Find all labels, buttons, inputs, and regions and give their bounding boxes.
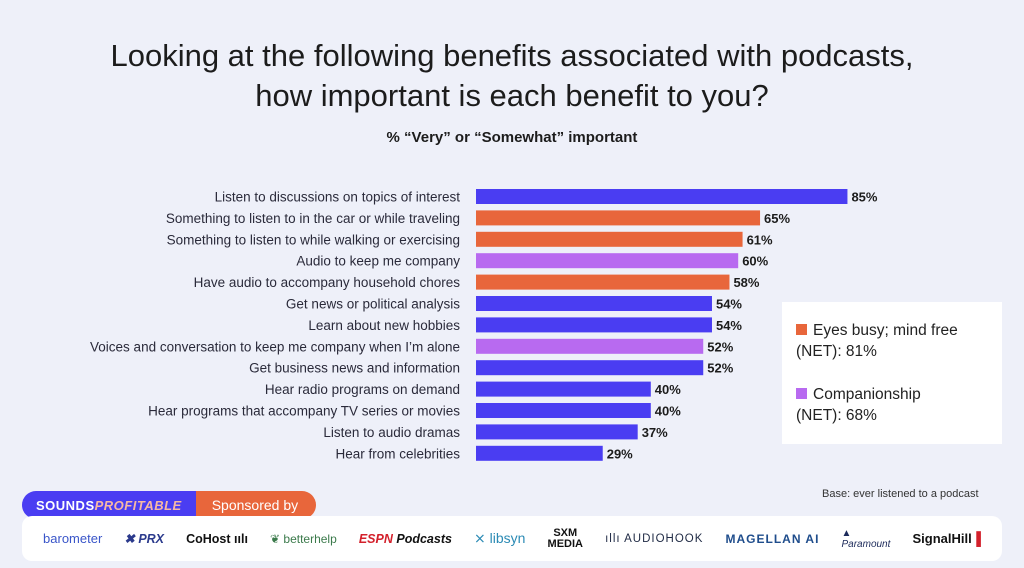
value-label: 52% — [707, 339, 733, 354]
sponsor-podcasts-text: Podcasts — [396, 531, 452, 546]
sounds-profitable-banner: SOUNDS PROFITABLE Sponsored by — [22, 491, 317, 519]
sponsored-by-label: Sponsored by — [195, 491, 317, 519]
legend-item-eyes-busy: Eyes busy; mind free (NET): 81% — [796, 320, 988, 362]
sponsor-prx-text: PRX — [138, 532, 165, 546]
category-label: Something to listen to in the car or whi… — [166, 211, 460, 226]
bar — [476, 381, 651, 397]
bar — [476, 231, 743, 247]
value-label: 54% — [716, 318, 742, 333]
value-label: 60% — [742, 254, 768, 269]
chart-title-line2: how important is each benefit to you? — [255, 78, 769, 113]
chart-title-line1: Looking at the following benefits associ… — [110, 38, 914, 73]
logo-sounds-text: SOUNDS — [36, 497, 95, 513]
bar — [476, 210, 761, 226]
logo-profitable-text: PROFITABLE — [94, 497, 182, 513]
bar — [476, 317, 712, 333]
sponsor-espn-text: ESPN — [358, 531, 393, 546]
category-label: Listen to discussions on topics of inter… — [215, 190, 461, 205]
sponsor-espn-podcasts-logo: ESPN Podcasts — [359, 532, 452, 546]
sponsor-audiohook-text: AUDIOHOOK — [624, 532, 704, 545]
chart-subtitle: % “Very” or “Somewhat” important — [386, 129, 638, 146]
value-label: 40% — [655, 404, 681, 419]
bar — [476, 274, 730, 290]
value-label: 65% — [764, 211, 790, 226]
sponsor-paramount-logo: ▲ Paramount — [841, 527, 891, 550]
category-label: Audio to keep me company — [296, 254, 460, 269]
legend-label: Eyes busy; mind free — [813, 322, 958, 339]
value-label: 37% — [642, 425, 668, 440]
sponsor-betterhelp-text: betterhelp — [283, 531, 337, 546]
base-note: Base: ever listened to a podcast — [822, 488, 979, 500]
sponsor-magellan-ai-logo: MAGELLAN AI — [725, 531, 820, 546]
value-label: 85% — [851, 190, 877, 205]
sponsor-prx-logo: ✖ PRX — [124, 532, 165, 546]
category-label: Get business news and information — [249, 361, 460, 376]
bar — [476, 424, 638, 440]
category-label: Hear radio programs on demand — [265, 382, 460, 397]
category-label: Hear from celebrities — [335, 446, 460, 461]
legend-swatch-orange — [796, 324, 807, 335]
sponsor-signalhill-text: SignalHill — [912, 531, 972, 546]
sponsor-barometer-logo: barometer — [43, 531, 103, 546]
sponsor-paramount-text: Paramount — [841, 538, 891, 550]
category-label: Something to listen to while walking or … — [167, 232, 460, 247]
legend-net: (NET): 81% — [796, 343, 877, 360]
category-label: Get news or political analysis — [286, 297, 460, 312]
value-label: 61% — [747, 232, 773, 247]
bar — [476, 338, 704, 354]
category-label: Hear programs that accompany TV series o… — [148, 404, 460, 419]
value-label: 58% — [733, 275, 759, 290]
category-label: Voices and conversation to keep me compa… — [90, 339, 460, 354]
sponsor-libsyn-text: libsyn — [489, 530, 526, 546]
sounds-profitable-logo: SOUNDS PROFITABLE — [22, 491, 196, 519]
sponsor-cohost-logo: CoHost ıılı — [186, 531, 248, 546]
sponsor-media-text: MEDIA — [547, 537, 583, 550]
sponsor-libsyn-logo: ⨯ libsyn — [474, 530, 526, 546]
sponsor-betterhelp-logo: ❦ betterhelp — [270, 531, 337, 546]
value-label: 54% — [716, 297, 742, 312]
chart-title: Looking at the following benefits associ… — [0, 36, 1024, 116]
sponsor-logos: barometer ✖ PRX CoHost ıılı ❦ betterhelp… — [22, 516, 1002, 561]
bar — [476, 445, 603, 461]
legend: Eyes busy; mind free (NET): 81% Companio… — [782, 302, 1002, 444]
bar — [476, 403, 651, 418]
sponsor-audiohook-logo: ıllı AUDIOHOOK — [605, 532, 704, 545]
legend-label: Companionship — [813, 386, 921, 403]
sponsor-sxm-media-logo: SXM MEDIA — [547, 526, 583, 550]
sponsor-cohost-text: CoHost — [186, 531, 231, 546]
category-label: Have audio to accompany household chores — [194, 275, 461, 290]
sponsor-sxm-text: SXM — [553, 526, 578, 539]
bar — [476, 253, 739, 269]
bar — [476, 296, 712, 311]
bar — [476, 189, 848, 204]
category-label: Listen to audio dramas — [323, 425, 460, 440]
value-label: 52% — [707, 361, 733, 376]
value-label: 29% — [607, 446, 633, 461]
legend-net: (NET): 68% — [796, 407, 877, 424]
legend-swatch-purple — [796, 388, 807, 399]
bar — [476, 360, 704, 376]
category-label: Learn about new hobbies — [308, 318, 460, 333]
sponsor-signalhill-logo: SignalHill▐ — [912, 531, 981, 546]
legend-item-companionship: Companionship (NET): 68% — [796, 384, 988, 426]
value-label: 40% — [655, 382, 681, 397]
